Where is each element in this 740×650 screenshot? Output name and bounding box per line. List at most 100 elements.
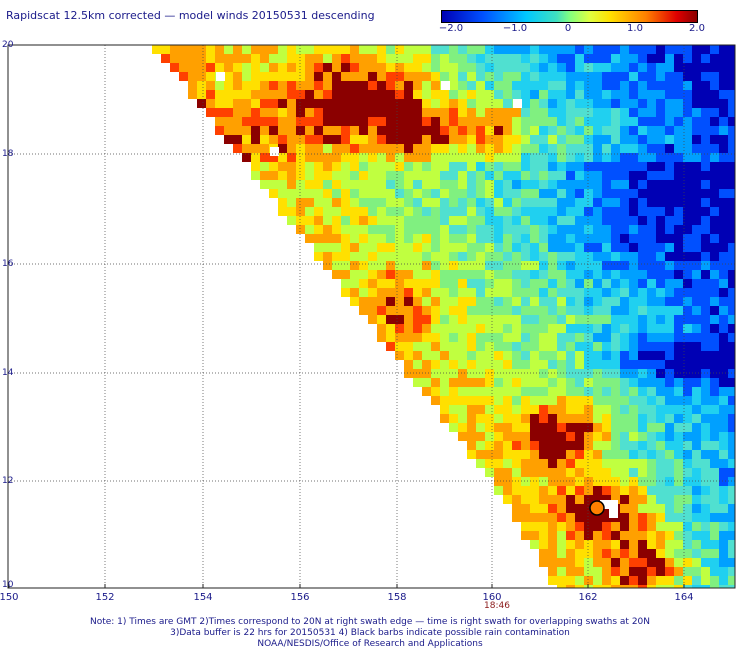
wind-cell (557, 288, 566, 297)
wind-cell (647, 135, 656, 144)
wind-cell (431, 315, 440, 324)
wind-cell (620, 270, 629, 279)
wind-cell (476, 351, 485, 360)
wind-cell (368, 288, 377, 297)
wind-cell (629, 585, 638, 588)
wind-cell (683, 531, 692, 540)
wind-cell (422, 81, 431, 90)
wind-cell (431, 90, 440, 99)
wind-cell (683, 153, 692, 162)
wind-cell (305, 180, 314, 189)
wind-cell (512, 396, 521, 405)
wind-cell (332, 90, 341, 99)
wind-cell (431, 270, 440, 279)
wind-cell (611, 207, 620, 216)
wind-cell (539, 459, 548, 468)
wind-cell (341, 198, 350, 207)
wind-cell (503, 162, 512, 171)
wind-cell (728, 297, 735, 306)
wind-cell (440, 126, 449, 135)
wind-cell (467, 243, 476, 252)
wind-cell (368, 72, 377, 81)
wind-cell (719, 279, 728, 288)
wind-cell (674, 243, 683, 252)
wind-cell (512, 459, 521, 468)
wind-cell (593, 378, 602, 387)
wind-cell (656, 216, 665, 225)
wind-cell (719, 126, 728, 135)
wind-cell (197, 99, 206, 108)
wind-cell (674, 81, 683, 90)
wind-cell (647, 45, 656, 54)
wind-cell (449, 198, 458, 207)
wind-cell (719, 153, 728, 162)
wind-cell (467, 189, 476, 198)
wind-cell (503, 333, 512, 342)
wind-cell (395, 315, 404, 324)
wind-cell (521, 468, 530, 477)
wind-cell (656, 405, 665, 414)
wind-cell (548, 270, 557, 279)
wind-cell (359, 171, 368, 180)
wind-cell (359, 117, 368, 126)
wind-cell (647, 252, 656, 261)
wind-cell (566, 297, 575, 306)
wind-cell (728, 477, 735, 486)
wind-cell (719, 288, 728, 297)
wind-cell (350, 135, 359, 144)
wind-cell (584, 324, 593, 333)
wind-cell (665, 54, 674, 63)
wind-cell (611, 450, 620, 459)
wind-cell (728, 324, 735, 333)
wind-cell (728, 117, 735, 126)
wind-cell (638, 144, 647, 153)
wind-cell (710, 486, 719, 495)
wind-cell (548, 477, 557, 486)
wind-cell (629, 45, 638, 54)
wind-cell (449, 297, 458, 306)
wind-cell (521, 81, 530, 90)
wind-cell (557, 180, 566, 189)
wind-cell (611, 153, 620, 162)
wind-cell (494, 144, 503, 153)
wind-cell (368, 162, 377, 171)
wind-cell (674, 270, 683, 279)
wind-cell (656, 117, 665, 126)
wind-cell (638, 270, 647, 279)
wind-cell (377, 189, 386, 198)
wind-cell (710, 81, 719, 90)
wind-cell (431, 225, 440, 234)
wind-cell (575, 522, 584, 531)
wind-cell (350, 126, 359, 135)
wind-cell (386, 99, 395, 108)
wind-cell (530, 207, 539, 216)
wind-cell (431, 369, 440, 378)
wind-cell (404, 279, 413, 288)
wind-cell (476, 261, 485, 270)
wind-cell (674, 171, 683, 180)
wind-cell (287, 162, 296, 171)
wind-cell (305, 198, 314, 207)
wind-cell (350, 117, 359, 126)
wind-cell (683, 216, 692, 225)
lon-label: 156 (290, 592, 310, 603)
wind-cell (629, 81, 638, 90)
wind-cell (728, 153, 735, 162)
wind-cell (575, 504, 584, 513)
wind-cell (359, 135, 368, 144)
wind-cell (548, 72, 557, 81)
wind-cell (701, 279, 710, 288)
wind-cell (710, 306, 719, 315)
wind-cell (494, 342, 503, 351)
wind-cell (377, 216, 386, 225)
wind-cell (665, 45, 674, 54)
wind-cell (521, 261, 530, 270)
wind-cell (575, 441, 584, 450)
wind-cell (656, 54, 665, 63)
wind-cell (251, 90, 260, 99)
wind-cell (710, 585, 719, 588)
wind-cell (638, 342, 647, 351)
wind-cell (476, 324, 485, 333)
wind-cell (710, 54, 719, 63)
wind-cell (332, 270, 341, 279)
